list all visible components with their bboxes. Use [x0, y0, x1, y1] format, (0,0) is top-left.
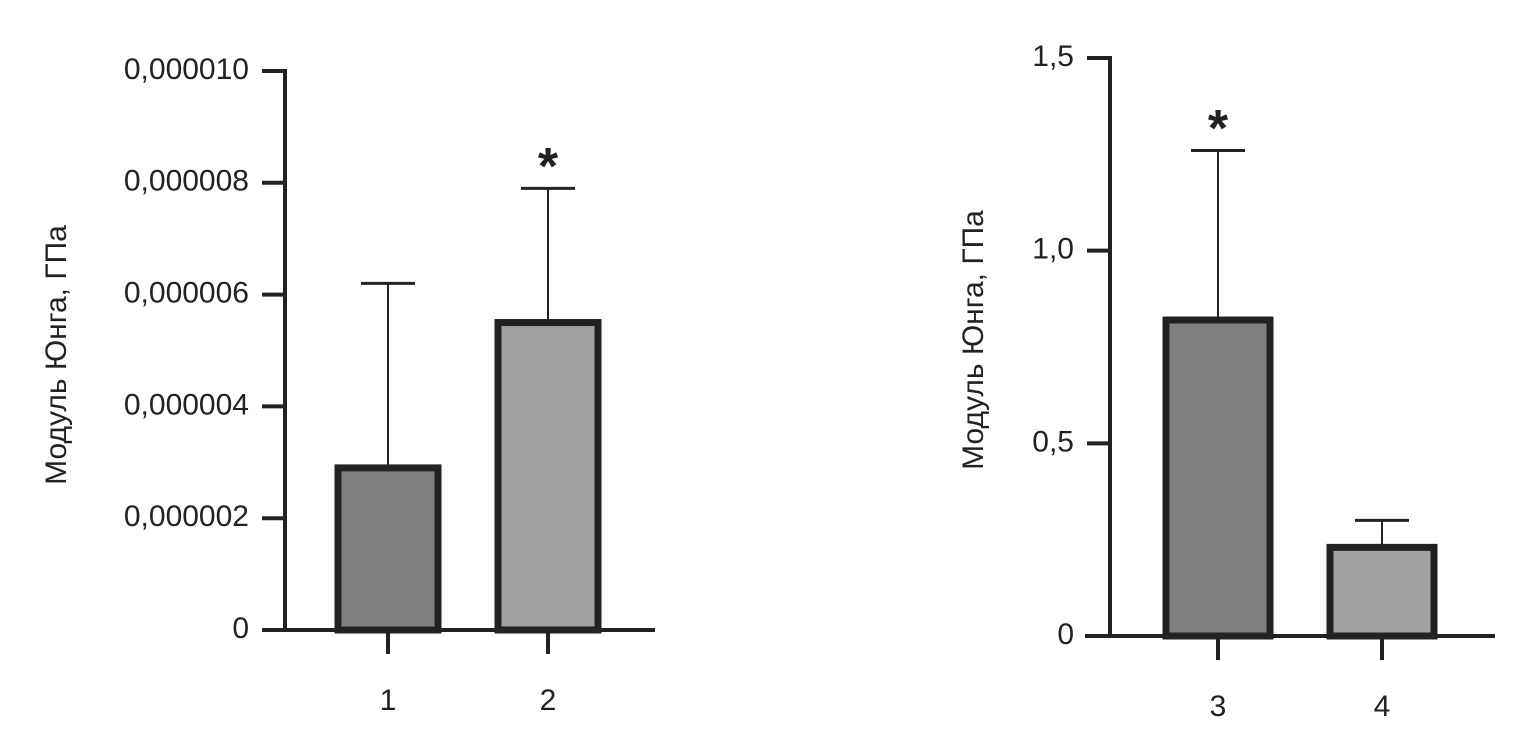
y-tick-label: 1,5	[1032, 40, 1074, 73]
y-axis-label: Модуль Юнга, ГПа	[957, 210, 990, 470]
y-tick-label: 0,000008	[124, 165, 249, 198]
y-axis-label: Модуль Юнга, ГПа	[40, 225, 73, 485]
x-tick-label: 1	[380, 684, 397, 717]
y-tick-label: 0,000010	[124, 53, 249, 86]
y-tick-label: 0	[1057, 618, 1074, 651]
y-tick-label: 1,0	[1032, 233, 1074, 266]
y-tick-label: 0,000004	[124, 388, 249, 421]
y-tick-label: 0,5	[1032, 425, 1074, 458]
bar	[1162, 316, 1274, 640]
y-tick-label: 0,000006	[124, 277, 249, 310]
x-tick-label: 2	[540, 684, 557, 717]
significance-mark: *	[1208, 100, 1229, 158]
x-tick-label: 3	[1210, 690, 1227, 723]
significance-mark: *	[538, 138, 559, 196]
bar	[1326, 543, 1438, 640]
bar	[334, 464, 442, 634]
x-tick-label: 4	[1374, 690, 1391, 723]
y-tick-label: 0	[232, 612, 249, 645]
bar	[494, 319, 602, 634]
y-tick-label: 0,000002	[124, 500, 249, 533]
